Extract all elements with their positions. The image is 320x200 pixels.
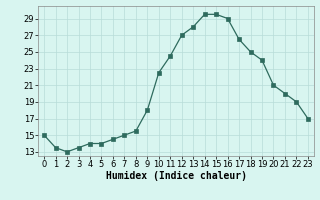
X-axis label: Humidex (Indice chaleur): Humidex (Indice chaleur) [106,171,246,181]
